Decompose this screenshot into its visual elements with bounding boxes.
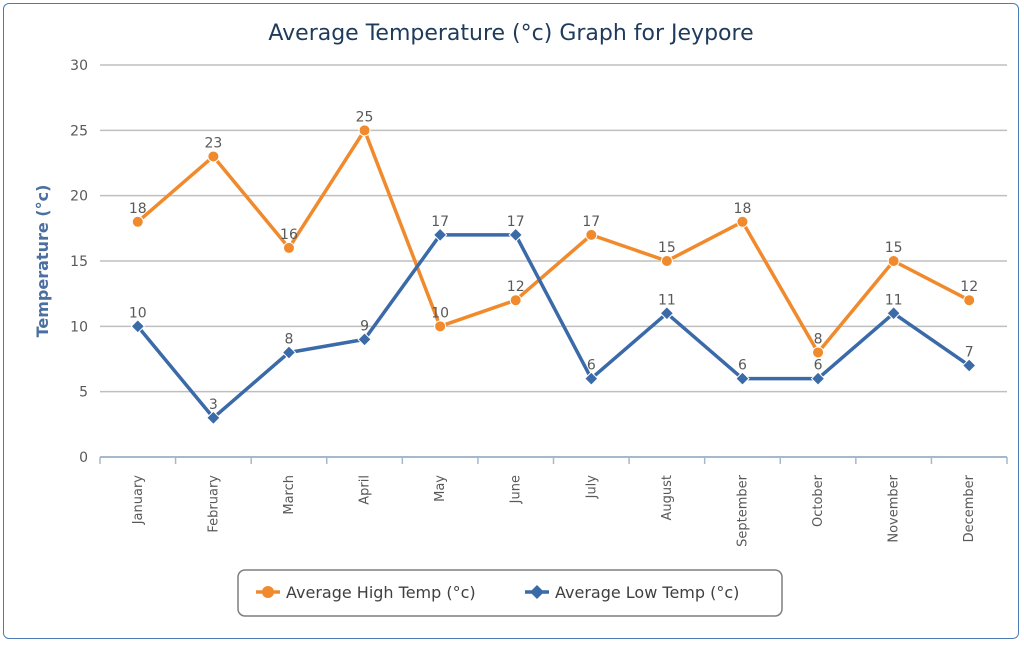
data-label: 3 — [209, 397, 218, 413]
data-label: 6 — [738, 358, 747, 374]
data-label: 15 — [658, 240, 676, 256]
x-tick-label: May — [433, 475, 448, 502]
data-label: 8 — [284, 331, 293, 347]
data-label: 10 — [431, 305, 449, 321]
data-label: 12 — [507, 279, 525, 295]
data-label: 17 — [507, 214, 525, 230]
data-point — [735, 371, 750, 386]
x-tick-label: April — [358, 475, 373, 505]
data-point — [585, 228, 598, 241]
data-labels: 18 23 16 25 10 12 17 15 18 8 15 12 10 3 8 9 17 17 6 11 6 6 11 7 — [129, 109, 978, 412]
y-tick-label: 30 — [70, 58, 88, 74]
legend: Average High Temp (°c) Average Low Temp (… — [237, 569, 783, 617]
x-tick-label: July — [584, 475, 599, 500]
data-point — [509, 294, 522, 307]
y-tick-label: 0 — [79, 450, 88, 466]
data-point — [358, 124, 371, 137]
y-tick-label: 15 — [70, 254, 88, 270]
data-point — [357, 332, 372, 347]
x-tick-label: November — [887, 474, 902, 542]
data-point — [887, 255, 900, 267]
legend-box — [237, 569, 783, 617]
data-label: 25 — [356, 109, 374, 125]
x-tick-label: June — [509, 475, 524, 504]
data-label: 18 — [129, 201, 147, 217]
data-label: 11 — [885, 292, 903, 308]
data-point — [812, 346, 825, 359]
legend-label: Average Low Temp (°c) — [555, 583, 739, 602]
data-point — [810, 371, 826, 386]
x-tick-label: February — [206, 475, 221, 533]
data-point — [207, 150, 220, 163]
x-tick-label: October — [811, 474, 826, 527]
chart-title: Average Temperature (°c) Graph for Jeypo… — [268, 21, 753, 46]
data-point — [130, 319, 145, 334]
chart-frame — [3, 3, 1019, 639]
series-group — [130, 124, 977, 426]
legend-label: Average High Temp (°c) — [286, 583, 476, 602]
axes: 0 5 10 15 20 25 30 January February March April May… — [70, 58, 1008, 547]
data-point — [131, 215, 144, 228]
data-label: 17 — [431, 214, 449, 230]
data-point — [282, 241, 295, 254]
data-point — [963, 294, 976, 307]
y-tick-label: 5 — [79, 385, 88, 401]
data-label: 11 — [658, 292, 676, 308]
data-point — [434, 320, 447, 333]
legend-swatch-marker — [530, 585, 544, 599]
y-tick-label: 10 — [70, 319, 88, 335]
data-label: 16 — [280, 227, 298, 243]
data-label: 8 — [814, 331, 823, 347]
data-point — [659, 306, 675, 321]
x-tick-label: August — [660, 475, 675, 521]
series-line — [136, 128, 971, 355]
x-tick-label: September — [735, 474, 750, 547]
data-label: 6 — [587, 358, 596, 374]
data-point — [281, 345, 297, 360]
data-label: 15 — [885, 240, 903, 256]
data-point — [962, 358, 977, 373]
data-label: 17 — [582, 214, 600, 230]
data-label: 23 — [204, 135, 222, 151]
x-tick-label: January — [131, 475, 146, 526]
data-point — [432, 227, 448, 243]
data-point — [736, 215, 749, 228]
data-point — [886, 306, 901, 321]
data-label: 12 — [960, 279, 978, 295]
data-point — [206, 410, 221, 426]
data-label: 18 — [734, 201, 752, 217]
y-tick-label: 20 — [70, 189, 88, 205]
data-point — [508, 227, 523, 243]
data-point — [584, 371, 599, 386]
series-line — [136, 233, 971, 420]
data-label: 9 — [360, 318, 369, 334]
data-label: 10 — [129, 305, 147, 321]
data-point — [660, 255, 673, 267]
y-tick-label: 25 — [70, 123, 88, 139]
data-label: 6 — [814, 358, 823, 374]
legend-swatch-marker — [262, 586, 274, 598]
y-axis-label: Temperature (°c) — [33, 185, 52, 338]
x-tick-label: March — [282, 475, 297, 515]
data-label: 7 — [965, 345, 974, 361]
x-tick-label: December — [962, 474, 977, 542]
